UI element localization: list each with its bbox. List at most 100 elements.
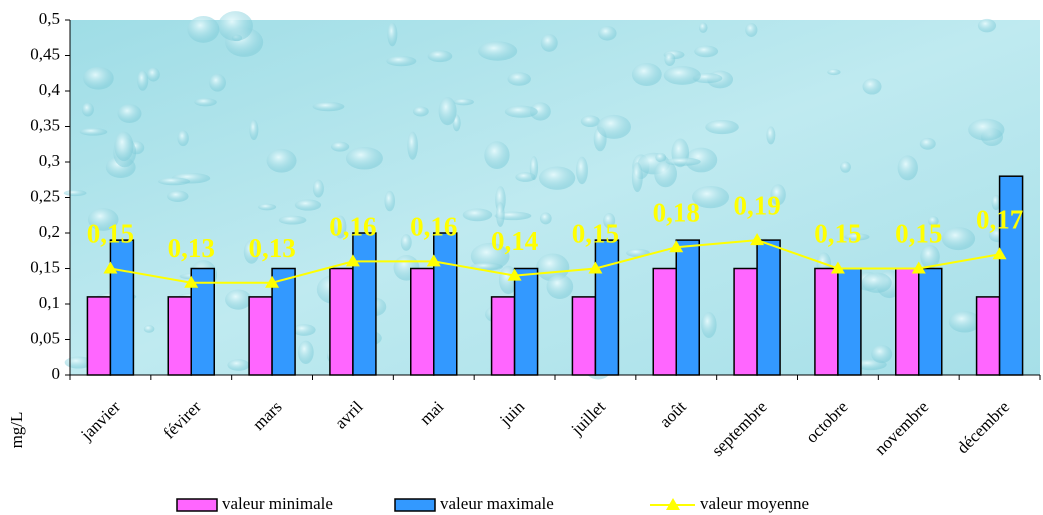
- legend-swatch: [176, 498, 218, 512]
- drop: [705, 119, 739, 135]
- drop: [598, 26, 617, 41]
- bar: [837, 267, 862, 376]
- bar: [190, 267, 215, 376]
- drop: [484, 141, 510, 170]
- x-tick-label: juin: [495, 397, 528, 430]
- drop: [462, 208, 493, 222]
- drop: [539, 212, 552, 225]
- drop: [143, 325, 155, 333]
- bar: [167, 296, 192, 376]
- y-tick-label: 0,45: [30, 44, 60, 63]
- drop: [384, 190, 395, 212]
- bar: [594, 239, 620, 376]
- drop: [83, 66, 114, 90]
- y-tick-label: 0,35: [30, 115, 60, 134]
- drop: [243, 239, 260, 264]
- legend-marker: [666, 498, 680, 510]
- y-axis-label: mg/L: [7, 412, 26, 449]
- drop: [453, 98, 474, 106]
- value-label: 0,19: [733, 190, 780, 220]
- x-tick-label: décembre: [953, 397, 1013, 457]
- drop: [427, 50, 453, 63]
- drop: [470, 242, 510, 270]
- drop: [345, 146, 383, 170]
- value-label: 0,15: [572, 219, 619, 249]
- plot-background: [70, 20, 1040, 375]
- drop: [412, 106, 429, 117]
- drop: [478, 41, 518, 61]
- drop: [187, 15, 220, 43]
- y-tick-label: 0,15: [30, 257, 60, 276]
- x-tick-label: avril: [331, 397, 367, 433]
- drop: [330, 141, 350, 152]
- drop: [968, 118, 1005, 141]
- legend-swatch: [394, 498, 436, 512]
- drop: [79, 128, 108, 136]
- value-label: 0,14: [491, 226, 538, 256]
- bar: [918, 267, 943, 376]
- drop: [137, 70, 149, 91]
- drop: [745, 23, 758, 37]
- bar: [271, 267, 296, 376]
- drop: [438, 97, 457, 126]
- drop: [81, 102, 94, 117]
- bar: [998, 175, 1024, 376]
- drop: [840, 161, 851, 173]
- bar: [248, 296, 273, 376]
- legend-label: valeur moyenne: [700, 494, 809, 513]
- drop: [386, 56, 417, 67]
- drop: [157, 177, 191, 186]
- drop: [540, 34, 558, 52]
- drop: [664, 52, 676, 66]
- x-tick-label: janvier: [76, 397, 124, 445]
- marker: [992, 247, 1007, 260]
- drop: [407, 131, 418, 160]
- drop: [218, 11, 253, 41]
- legend-label: valeur minimale: [222, 494, 333, 513]
- y-tick-label: 0,2: [39, 222, 60, 241]
- drop: [258, 203, 277, 211]
- marker: [750, 233, 765, 246]
- drop: [539, 166, 576, 190]
- drop: [209, 73, 226, 92]
- bar: [814, 267, 839, 376]
- marker: [830, 261, 845, 274]
- bar: [329, 267, 354, 376]
- marker: [588, 261, 603, 274]
- drop: [580, 115, 600, 128]
- bar: [756, 239, 781, 376]
- drop: [194, 98, 217, 107]
- drop: [64, 356, 93, 369]
- bar: [490, 296, 516, 376]
- drop: [603, 212, 616, 229]
- y-tick-label: 0,5: [39, 9, 60, 28]
- legend-label: valeur maximale: [440, 494, 554, 513]
- drop: [631, 162, 643, 193]
- marker: [103, 261, 118, 274]
- marker: [426, 254, 441, 267]
- drop: [334, 215, 347, 239]
- bar: [352, 232, 377, 376]
- drop: [515, 172, 536, 182]
- drop: [871, 345, 893, 364]
- drop: [117, 104, 142, 123]
- x-tick-label: novembre: [871, 397, 933, 459]
- drop: [766, 126, 776, 145]
- line: [110, 239, 1000, 284]
- bar: [975, 296, 1001, 376]
- drop: [225, 289, 252, 310]
- drop: [87, 208, 119, 231]
- drop: [167, 190, 189, 202]
- value-label: 0,13: [248, 233, 295, 263]
- value-label: 0,17: [976, 205, 1023, 235]
- x-tick-label: juillet: [567, 397, 609, 439]
- drop: [928, 216, 939, 227]
- drop: [663, 66, 701, 85]
- drop: [948, 311, 981, 333]
- marker: [265, 275, 280, 288]
- drop: [941, 227, 976, 251]
- y-tick-label: 0,05: [30, 328, 60, 347]
- drop: [597, 114, 631, 139]
- drop: [546, 274, 574, 299]
